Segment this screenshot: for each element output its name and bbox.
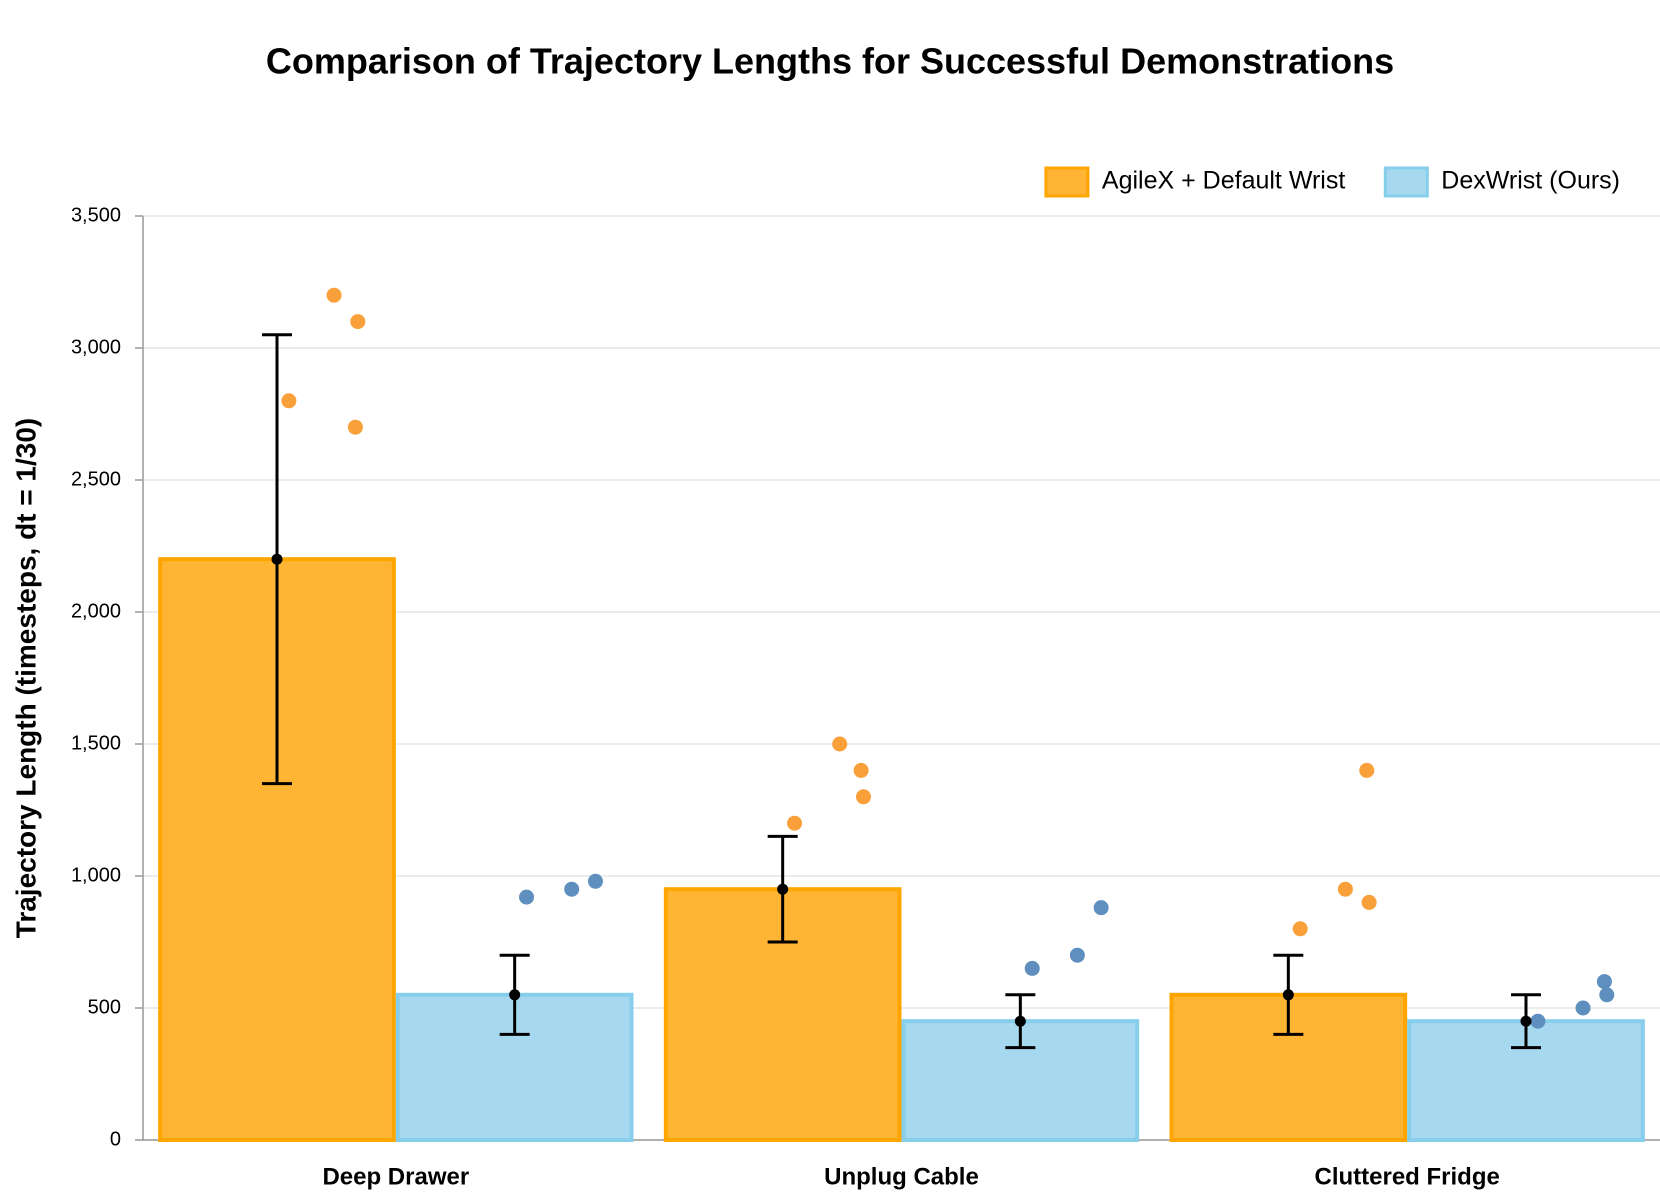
data-point [787,815,803,831]
data-point [587,873,603,889]
data-point [1024,960,1040,976]
x-tick-label: Unplug Cable [824,1163,979,1190]
chart-title: Comparison of Trajectory Lengths for Suc… [266,41,1394,82]
legend-swatch [1383,166,1429,198]
data-point [350,314,366,330]
data-point [1069,947,1085,963]
data-point [1575,1000,1591,1016]
data-point [1292,921,1308,937]
legend-label: DexWrist (Ours) [1441,167,1620,195]
y-axis-label: Trajectory Length (timesteps, dt = 1/30) [10,418,41,938]
legend-label: AgileX + Default Wrist [1102,167,1345,195]
legend-swatch [1044,166,1090,198]
y-tick-label: 0 [110,1128,121,1150]
mean-dot [777,883,789,895]
mean-dot [271,553,283,565]
data-point [853,762,869,778]
data-point [1599,987,1615,1003]
data-point [1530,1013,1546,1029]
data-point [326,287,342,303]
mean-dot [1014,1015,1026,1027]
data-point [347,419,363,435]
data-point [281,393,297,409]
y-tick-label: 3,000 [71,336,121,358]
data-point [519,889,535,905]
x-tick-label: Deep Drawer [322,1163,469,1190]
y-tick-label: 500 [88,996,121,1018]
mean-dot [1520,1015,1532,1027]
data-point [1337,881,1353,897]
mean-dot [1282,989,1294,1001]
data-point [1361,894,1377,910]
data-point [1596,974,1612,990]
y-tick-label: 1,000 [71,864,121,886]
x-tick-label: Cluttered Fridge [1314,1163,1499,1190]
y-tick-label: 3,500 [71,204,121,226]
data-point [832,736,848,752]
data-point [1359,762,1375,778]
y-tick-label: 2,000 [71,600,121,622]
data-point [564,881,580,897]
y-tick-label: 2,500 [71,468,121,490]
data-point [855,789,871,805]
mean-dot [509,989,521,1001]
data-point [1093,900,1109,916]
y-tick-label: 1,500 [71,732,121,754]
